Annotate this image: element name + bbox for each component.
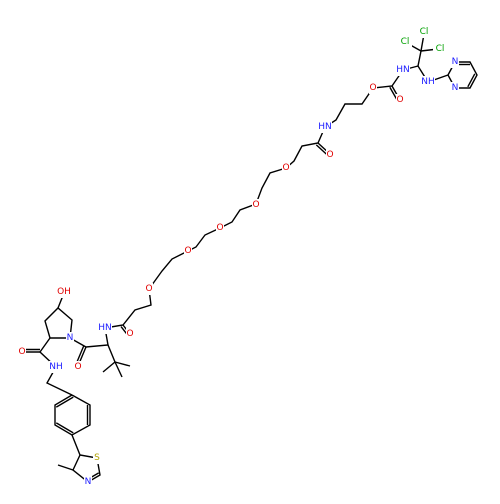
- label-bg: [49, 361, 63, 373]
- label-bg: [57, 286, 71, 298]
- label-bg: [396, 64, 410, 76]
- label-bg: [18, 346, 26, 358]
- atom-label: HN: [396, 65, 410, 75]
- bond: [114, 361, 123, 378]
- bond: [102, 361, 116, 373]
- label-bg: [417, 26, 431, 38]
- label-bg: [93, 452, 101, 464]
- atom-label: HN: [98, 323, 112, 333]
- label-bg: [145, 283, 153, 295]
- atom-label: O: [184, 246, 191, 256]
- atom-labels: Cl Cl Cl HN NH N N O O HN O O O O O O HN O O N OH O NH S N: [18, 26, 459, 488]
- atom-label: Cl: [420, 27, 429, 37]
- atom-label: N: [452, 57, 459, 67]
- atom-label: O: [282, 163, 289, 173]
- label-bg: [98, 322, 112, 334]
- double-bond: [55, 396, 74, 408]
- bond: [402, 65, 449, 83]
- atom-label: O: [252, 200, 259, 210]
- double-bond: [467, 73, 476, 88]
- bond: [114, 361, 131, 367]
- atom-label: N: [452, 83, 459, 93]
- atom-label: Cl: [436, 44, 445, 54]
- bond: [107, 344, 116, 363]
- label-bg: [451, 82, 459, 94]
- atom-label: O: [326, 150, 333, 160]
- label-bg: [396, 94, 404, 106]
- atom-label: O: [369, 83, 376, 93]
- atom-label: OH: [57, 287, 71, 297]
- label-bg: [282, 162, 290, 174]
- atom-label: NH: [421, 77, 435, 87]
- bond: [69, 69, 404, 348]
- label-bg: [326, 149, 334, 161]
- label-bg: [84, 476, 92, 488]
- atom-label: O: [74, 362, 81, 372]
- label-bg: [421, 76, 435, 88]
- atom-label: NH: [49, 362, 63, 372]
- label-bg: [74, 361, 82, 373]
- label-bg: [318, 121, 332, 133]
- label-bg: [252, 199, 260, 211]
- atom-label: S: [94, 453, 100, 463]
- bond: [417, 50, 422, 67]
- bond: [44, 307, 73, 339]
- atom-label: O: [396, 95, 403, 105]
- label-bg: [433, 43, 447, 55]
- atom-label: O: [145, 284, 152, 294]
- label-bg: [126, 328, 134, 340]
- atom-label: N: [85, 477, 92, 487]
- atom-label: O: [216, 223, 223, 233]
- label-bg: [398, 36, 412, 48]
- bond: [57, 464, 74, 471]
- double-bond: [55, 422, 74, 434]
- label-bg: [216, 222, 224, 234]
- atom-label: O: [126, 329, 133, 339]
- atom-label: N: [67, 333, 74, 343]
- atom-label: HN: [318, 122, 332, 132]
- atom-label: Cl: [401, 37, 410, 47]
- label-bg: [66, 332, 74, 344]
- label-bg: [369, 82, 377, 94]
- atom-label: O: [18, 347, 25, 357]
- label-bg: [184, 245, 192, 257]
- label-bg: [451, 56, 459, 68]
